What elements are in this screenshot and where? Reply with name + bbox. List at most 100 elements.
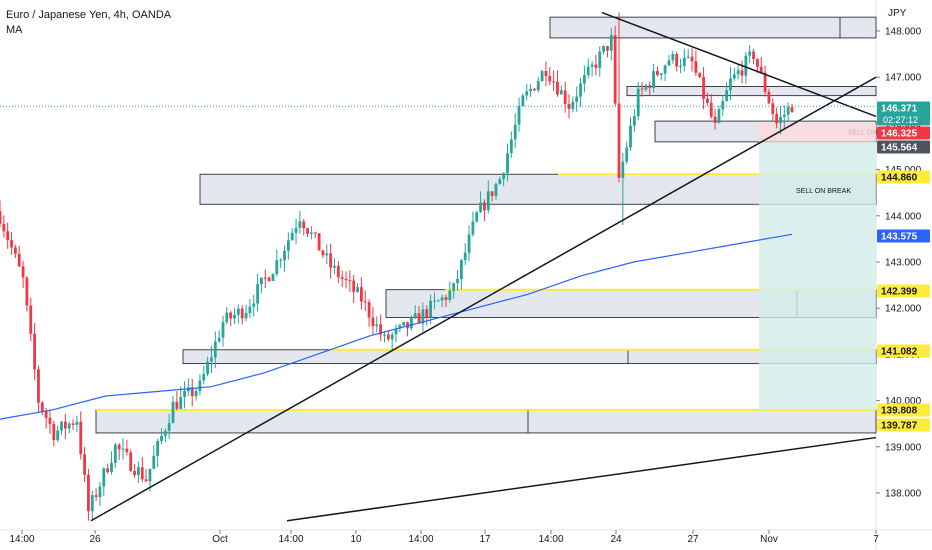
price-label-bg	[877, 126, 930, 140]
y-tick-label: 138.000	[885, 489, 922, 500]
position-layer[interactable]: SELL ON BREAK	[759, 123, 876, 410]
candle-body	[44, 411, 48, 418]
candle-body	[198, 380, 202, 392]
candle-body	[217, 337, 221, 342]
candle-body	[90, 495, 94, 512]
candle-body	[267, 277, 271, 282]
candle-body	[675, 53, 679, 67]
rising-trendline[interactable]	[90, 76, 877, 522]
candle-body	[579, 83, 582, 97]
candle-body	[183, 391, 186, 397]
y-tick-label: 147.000	[885, 73, 922, 84]
candle-body	[436, 300, 440, 302]
x-tick-label: 14:00	[278, 534, 303, 545]
candle-body	[298, 221, 302, 228]
price-label: 144.860	[881, 173, 918, 184]
x-tick-label: 10	[350, 534, 362, 545]
trendlines-layer[interactable]	[0, 11, 877, 522]
position-target-area[interactable]	[759, 141, 876, 410]
candle-body	[279, 260, 283, 262]
price-label-bg	[877, 170, 930, 184]
x-axis[interactable]: 14:00 26 Oct 14:00 10 14:00 17 14:00 24 27 Nov 7	[9, 530, 879, 545]
x-tick-label: 14:00	[408, 534, 433, 545]
x-tick-label: 17	[479, 534, 491, 545]
candle-body	[113, 444, 117, 463]
candle-body	[406, 322, 409, 329]
candle-body	[663, 65, 667, 74]
x-tick-label: 7	[873, 534, 879, 545]
candle-body	[286, 240, 290, 251]
candle-body	[694, 61, 698, 73]
candle-body	[52, 423, 56, 441]
symbol-title[interactable]: Euro / Japanese Yen, 4h, OANDA	[6, 9, 172, 21]
candle-body	[563, 90, 567, 105]
candle-body	[609, 35, 613, 51]
candle-body	[352, 280, 356, 292]
candle-body	[13, 247, 17, 254]
y-tick-label: 139.000	[885, 442, 922, 453]
candle-body	[240, 308, 244, 319]
candle-body	[83, 454, 86, 475]
candle-body	[179, 396, 183, 409]
candle-body	[6, 231, 10, 241]
candle-body	[48, 417, 52, 424]
price-label: 139.808	[881, 406, 918, 417]
candle-body	[755, 58, 759, 67]
x-tick-label: 26	[89, 534, 101, 545]
price-label: 142.399	[881, 287, 918, 298]
candle-body	[636, 88, 640, 117]
candle-body	[140, 467, 144, 480]
candle-body	[175, 401, 179, 409]
candle-body	[171, 401, 175, 424]
candle-body	[409, 317, 413, 329]
position-stop-area[interactable]	[759, 123, 876, 142]
candle-body	[313, 232, 317, 234]
chart-legend: Euro / Japanese Yen, 4h, OANDA MA	[6, 8, 171, 38]
candle-body	[648, 85, 652, 88]
candle-body	[29, 305, 33, 334]
candle-body	[294, 227, 298, 233]
x-tick-label: Oct	[212, 534, 228, 545]
lower-trendline[interactable]	[286, 436, 877, 522]
candle-body	[163, 430, 167, 436]
candle-body	[533, 88, 536, 91]
falling-trendline[interactable]	[601, 11, 877, 118]
price-label-bg	[877, 101, 930, 126]
candle-body	[413, 313, 417, 318]
candle-body	[40, 402, 44, 412]
candle-body	[340, 277, 344, 279]
candle-body	[790, 107, 794, 113]
price-label-bg	[877, 284, 930, 298]
currency-label: JPY	[888, 8, 907, 19]
indicator-label[interactable]: MA	[6, 24, 23, 36]
price-label: 143.575	[881, 232, 918, 243]
candle-body	[190, 387, 194, 397]
candle-body	[575, 96, 579, 102]
candle-body	[498, 179, 502, 185]
candle-body	[544, 71, 548, 77]
candle-body	[502, 173, 506, 180]
zone-6[interactable]	[95, 409, 877, 434]
ma-line	[0, 233, 793, 420]
zone-1[interactable]	[626, 86, 877, 97]
candle-body	[721, 101, 725, 110]
price-label: 146.325	[881, 129, 918, 140]
candle-body	[698, 72, 702, 77]
candle-body	[456, 278, 459, 284]
candle-body	[444, 297, 448, 300]
price-label: 139.787	[881, 421, 918, 432]
candle-body	[206, 361, 210, 374]
candle-body	[106, 468, 110, 473]
candle-body	[152, 455, 156, 469]
candle-body	[525, 91, 529, 96]
candle-body	[356, 287, 359, 292]
zone-0[interactable]	[549, 16, 877, 39]
candle-body	[659, 73, 663, 76]
candle-body	[71, 423, 75, 425]
candle-body	[786, 107, 790, 115]
candle-body	[306, 228, 309, 234]
candle-body	[25, 277, 29, 306]
candle-body	[559, 90, 563, 95]
candle-body	[56, 430, 60, 441]
